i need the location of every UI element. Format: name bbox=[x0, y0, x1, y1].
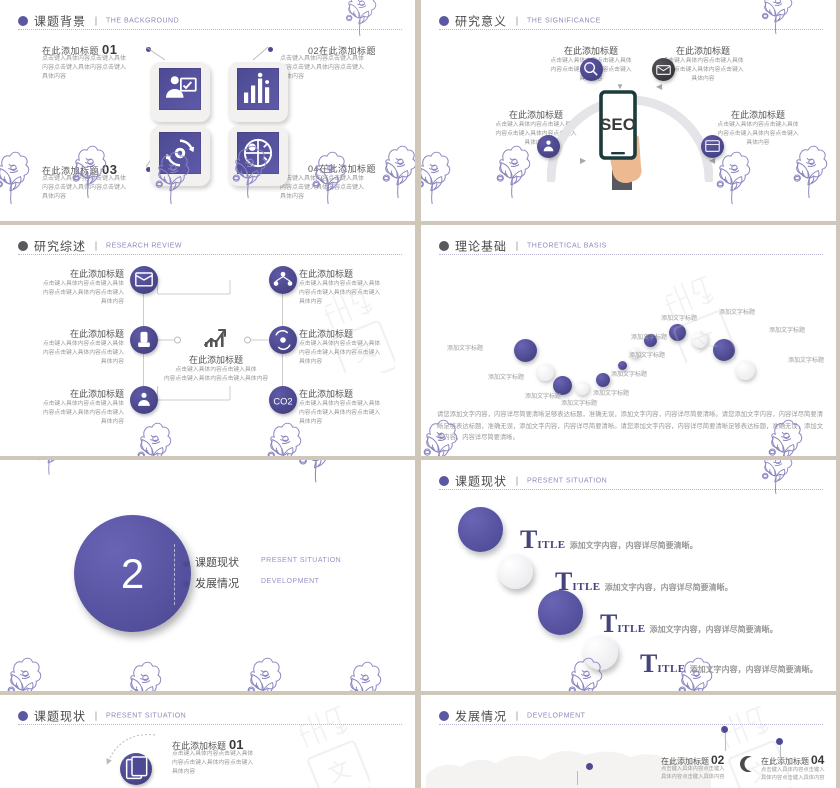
svg-text:CO2: CO2 bbox=[273, 397, 292, 407]
svg-text:SEO: SEO bbox=[600, 115, 636, 134]
